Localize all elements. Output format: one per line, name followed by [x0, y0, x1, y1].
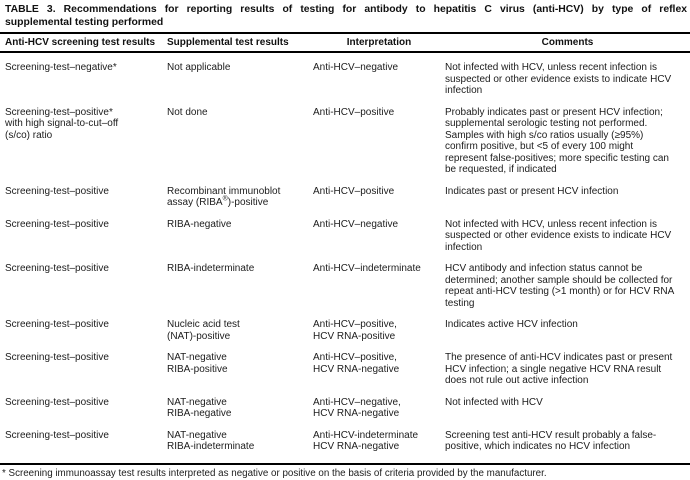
cell-comments: Not infected with HCV, unless recent inf…: [445, 218, 672, 253]
col-header-screening-results: Anti-HCV screening test results: [0, 34, 167, 53]
table-header: Anti-HCV screening test results Suppleme…: [0, 34, 690, 53]
cell-supplemental-result: NAT-negative RIBA-indeterminate: [167, 429, 255, 453]
col-header-supplemental-results: Supplemental test results: [167, 34, 313, 53]
title-rule: [0, 32, 690, 34]
cell-comments: HCV antibody and infection status cannot…: [445, 263, 675, 309]
table-row: Screening-test–positive RIBA-indetermina…: [0, 263, 690, 319]
cell-screening-result: Screening-test–positive: [5, 352, 109, 363]
cell-supplemental-result: Recombinant immunoblot assay (RIBA®)-pos…: [167, 185, 281, 209]
cell-comments: Indicates past or present HCV infection: [445, 185, 619, 197]
cell-supplemental-result: Not done: [167, 106, 208, 118]
cell-supplemental-result: Nucleic acid test (NAT)-positive: [167, 319, 240, 342]
cell-interpretation: Anti-HCV–positive: [313, 106, 395, 118]
cell-screening-result: Screening-test–positive: [5, 429, 109, 441]
table-row: Screening-test–positive NAT-negative RIB…: [0, 397, 690, 430]
table-body: Screening-test–negative* Not applicable …: [0, 52, 690, 463]
cell-interpretation: Anti-HCV–negative: [313, 62, 399, 73]
table-title-line1: TABLE 3. Recommendations for reporting r…: [5, 4, 687, 15]
table-title-line2: supplemental testing performed: [5, 16, 164, 28]
table-row: Screening-test–positive* with high signa…: [0, 107, 690, 186]
cell-interpretation: Anti-HCV–indeterminate: [313, 263, 421, 274]
cell-screening-result: Screening-test–negative*: [5, 62, 117, 73]
table-row: Screening-test–positive NAT-negative RIB…: [0, 352, 690, 397]
cell-screening-result: Screening-test–positive: [5, 218, 109, 230]
cell-interpretation: Anti-HCV–positive: [313, 185, 395, 197]
col-header-interpretation: Interpretation: [313, 34, 445, 53]
cell-comments: Not infected with HCV, unless recent inf…: [445, 62, 672, 96]
table-row: Screening-test–positive NAT-negative RIB…: [0, 430, 690, 463]
table-row: Screening-test–positive RIBA-negative An…: [0, 219, 690, 264]
cell-comments: Screening test anti-HCV result probably …: [445, 429, 657, 453]
cell-interpretation: Anti-HCV–negative, HCV RNA-negative: [313, 396, 401, 420]
col-header-comments: Comments: [445, 34, 690, 53]
cell-supplemental-result: RIBA-indeterminate: [167, 263, 255, 274]
anti-hcv-reporting-table: Anti-HCV screening test results Suppleme…: [0, 34, 690, 463]
cell-comments: Indicates active HCV infection: [445, 319, 578, 330]
footnote: * Screening immunoassay test results int…: [0, 462, 690, 480]
cell-supplemental-result: Not applicable: [167, 62, 231, 73]
cell-screening-result: Screening-test–positive: [5, 319, 109, 330]
table-row: Screening-test–positive Recombinant immu…: [0, 186, 690, 219]
cell-interpretation: Anti-HCV–negative: [313, 218, 399, 230]
cell-screening-result: Screening-test–positive: [5, 396, 109, 408]
cell-screening-result: Screening-test–positive* with high signa…: [5, 106, 119, 141]
cell-interpretation: Anti-HCV-indeterminate HCV RNA-negative: [313, 429, 419, 453]
table-row: Screening-test–positive Nucleic acid tes…: [0, 319, 690, 352]
cell-comments: Not infected with HCV: [445, 396, 543, 408]
cell-screening-result: Screening-test–positive: [5, 185, 109, 197]
cell-comments: The presence of anti-HCV indicates past …: [445, 352, 673, 386]
cell-supplemental-result: NAT-negative RIBA-positive: [167, 352, 228, 375]
table-row: Screening-test–negative* Not applicable …: [0, 52, 690, 107]
cell-comments: Probably indicates past or present HCV i…: [445, 106, 669, 176]
cell-screening-result: Screening-test–positive: [5, 263, 109, 274]
cell-interpretation: Anti-HCV–positive, HCV RNA-positive: [313, 319, 397, 342]
cell-supplemental-result: NAT-negative RIBA-negative: [167, 396, 232, 420]
header-row: Anti-HCV screening test results Suppleme…: [0, 34, 690, 53]
cell-interpretation: Anti-HCV–positive, HCV RNA-negative: [313, 352, 400, 375]
cell-supplemental-result: RIBA-negative: [167, 218, 232, 230]
